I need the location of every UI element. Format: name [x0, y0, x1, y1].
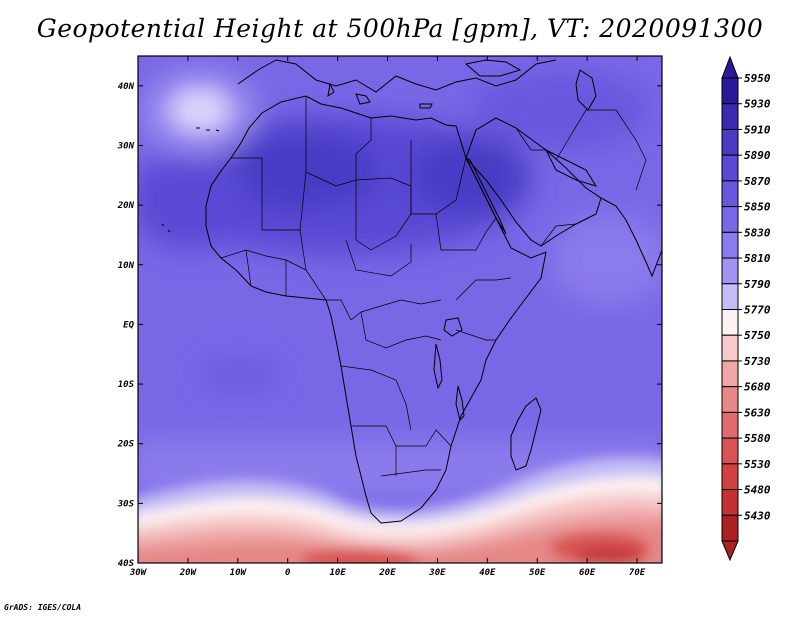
- colorbar-label-6: 5830: [744, 226, 771, 239]
- lon-tick-label-6: 30E: [428, 568, 446, 578]
- lat-tick-label-6: 20S: [117, 440, 135, 450]
- lon-tick-label-3: 0: [285, 568, 291, 578]
- colorbar-swatch-0: [721, 77, 739, 105]
- colorbar-swatch-1: [721, 103, 739, 130]
- lon-tick-label-1: 20W: [179, 568, 198, 578]
- colorbar-swatch-17: [721, 514, 739, 542]
- lat-tick-label-1: 30N: [117, 141, 135, 151]
- lake-malawi: [455, 385, 465, 421]
- colorbar-swatch-7: [721, 257, 739, 285]
- lon-tick-label-5: 20E: [378, 568, 396, 578]
- colorbar-label-1: 5930: [744, 98, 771, 111]
- lon-tick-label-2: 10W: [230, 568, 248, 578]
- colorbar-swatch-5: [721, 206, 739, 233]
- colorbar: 5950 5930 5910 5890 5870 5850 5830 5810 5790 5770…: [721, 55, 771, 562]
- colorbar-bottom-arrow: [721, 540, 739, 562]
- colorbar-label-16: 5480: [744, 484, 771, 497]
- lon-tick-label-4: 10E: [329, 568, 346, 578]
- persian-gulf: [544, 148, 598, 187]
- colorbar-label-5: 5850: [744, 201, 771, 214]
- colorbar-top-arrow: [721, 55, 739, 79]
- lat-tick-label-0: 40N: [118, 82, 135, 92]
- colorbar-label-13: 5630: [744, 406, 771, 419]
- colorbar-swatch-3: [721, 154, 739, 182]
- arabia-coastline: [465, 117, 602, 247]
- lat-tick-label-5: 10S: [118, 380, 135, 390]
- grads-credit: GrADS: IGES/COLA: [4, 603, 82, 612]
- colorbar-label-15: 5530: [744, 458, 771, 471]
- colorbar-swatch-4: [721, 180, 739, 208]
- mediterranean-islands: [327, 82, 433, 109]
- colorbar-label-14: 5580: [744, 432, 771, 445]
- colorbar-label-7: 5810: [744, 252, 771, 265]
- canary-islands: [196, 127, 220, 132]
- lat-tick-label-8: 40S: [118, 559, 135, 569]
- colorbar-swatch-9: [721, 309, 739, 336]
- colorbar-label-10: 5750: [744, 329, 771, 342]
- country-borders: [220, 96, 647, 477]
- colorbar-label-8: 5790: [744, 278, 771, 291]
- europe-coastline: [237, 59, 557, 93]
- lat-tick-label-2: 20N: [117, 201, 135, 211]
- colorbar-label-4: 5870: [744, 175, 771, 188]
- lon-tick-label-9: 60E: [579, 568, 596, 578]
- colorbar-swatch-2: [721, 128, 739, 156]
- lat-tick-label-3: 10N: [118, 261, 135, 271]
- lon-tick-label-7: 40E: [479, 568, 496, 578]
- red-sea: [464, 156, 507, 235]
- colorbar-swatch-6: [721, 231, 739, 259]
- colorbar-swatch-14: [721, 437, 739, 465]
- colorbar-swatch-10: [721, 334, 739, 362]
- map-title: Geopotential Height at 500hPa [gpm], VT:…: [36, 14, 764, 43]
- lake-tanganyika: [433, 343, 443, 390]
- colorbar-swatch-16: [721, 489, 739, 516]
- colorbar-label-11: 5730: [744, 355, 771, 368]
- lat-tick-label-4: EQ: [123, 320, 134, 330]
- colorbar-swatch-8: [721, 283, 739, 310]
- colorbar-label-17: 5430: [744, 509, 771, 522]
- madagascar-coastline: [510, 397, 542, 471]
- cape-verde: [161, 223, 171, 233]
- lake-victoria: [443, 317, 463, 337]
- lat-tick-label-7: 30S: [117, 499, 135, 509]
- colorbar-swatch-13: [721, 411, 739, 439]
- map-axes: 30W 20W 10W 0 10E 20E 30E 40E 50E 60E 70E 40N 30N 20N…: [117, 56, 662, 578]
- plot-frame: [137, 55, 663, 564]
- colorbar-label-9: 5770: [744, 304, 771, 317]
- lon-tick-label-10: 70E: [629, 568, 646, 578]
- colorbar-swatch-15: [721, 463, 739, 491]
- lon-tick-label-8: 50E: [529, 568, 546, 578]
- lon-tick-label-0: 30W: [129, 568, 148, 578]
- colorbar-label-3: 5890: [744, 149, 771, 162]
- black-sea: [464, 59, 522, 77]
- colorbar-label-12: 5680: [744, 381, 771, 394]
- colorbar-label-0: 5950: [744, 72, 771, 85]
- colorbar-label-2: 5910: [744, 123, 771, 136]
- height-field: [138, 56, 662, 563]
- colorbar-swatch-11: [721, 360, 739, 388]
- africa-coastline: [205, 95, 547, 524]
- india-coastline: [600, 197, 662, 278]
- coastlines: [161, 59, 662, 524]
- colorbar-swatch-12: [721, 386, 739, 413]
